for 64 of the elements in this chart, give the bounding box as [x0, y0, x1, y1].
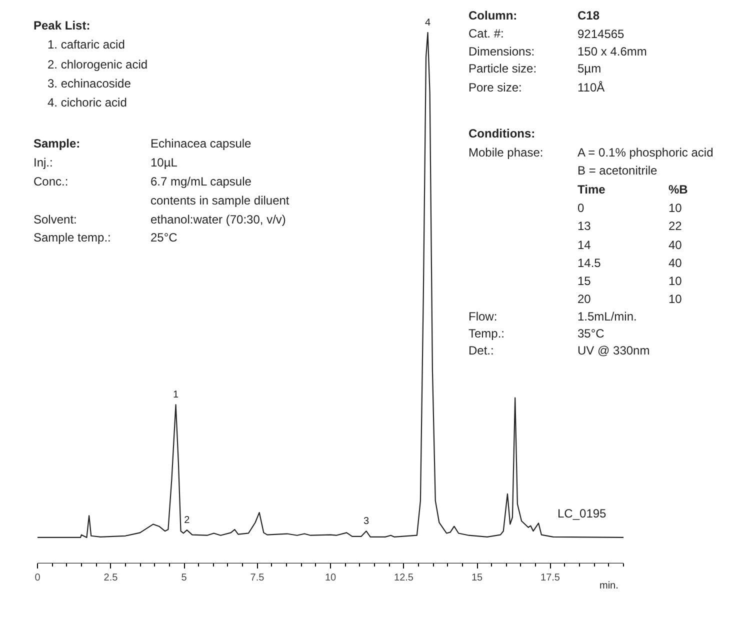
annotation: 9214565: [578, 27, 625, 41]
x-tick-label: 0: [34, 572, 41, 584]
annotation: Flow:: [468, 310, 498, 324]
annotation: Particle size:: [468, 62, 537, 76]
annotation: Peak List:: [34, 18, 90, 32]
annotation: 20: [578, 292, 592, 306]
text: 10: [668, 274, 682, 288]
text: %B: [668, 182, 688, 196]
annotation: 5µm: [578, 62, 602, 76]
x-tick-label: 17.5: [540, 572, 560, 584]
text: 10: [668, 292, 682, 306]
annotation: UV @ 330nm: [578, 344, 650, 358]
annotation: B = acetonitrile: [578, 164, 658, 178]
annotation: Sample temp.:: [34, 230, 111, 244]
annotation: Mobile phase:: [468, 146, 544, 160]
annotation: 35°C: [578, 326, 605, 340]
annotation: 14: [578, 238, 592, 252]
x-tick-label: 15: [471, 572, 483, 584]
x-tick-label: 2.5: [104, 572, 118, 584]
x-tick-label: 10: [324, 572, 336, 584]
text: 40: [668, 256, 682, 270]
annotation: Time: [578, 182, 606, 196]
text: 22: [668, 219, 682, 233]
x-tick-label: 7.5: [250, 572, 265, 584]
annotation: Cat. #:: [468, 26, 504, 40]
annotation: A = 0.1% phosphoric acid: [578, 146, 714, 160]
annotation: Echinacea capsule: [150, 136, 252, 150]
annotation: 2: [184, 515, 190, 526]
annotation: ethanol:water (70:30, v/v): [150, 212, 286, 226]
annotation: 13: [578, 219, 592, 233]
x-tick-label: 5: [181, 572, 188, 584]
annotation: 150 x 4.6mm: [578, 44, 647, 58]
annotation: LC_0195: [558, 506, 607, 520]
annotation: 1.5mL/min.: [578, 310, 637, 324]
annotation: 4. cichoric acid: [48, 96, 127, 110]
annotation: 15: [578, 274, 592, 288]
annotation: 25°C: [150, 230, 178, 244]
annotation: Conditions:: [468, 126, 536, 140]
annotation: 0: [578, 201, 584, 215]
text: 10: [668, 201, 682, 215]
annotation: 10µL: [150, 156, 178, 170]
annotation: Dimensions:: [468, 44, 535, 58]
annotation: 110Å: [578, 80, 605, 94]
text: 40: [668, 238, 682, 252]
text: C18: [578, 8, 600, 22]
annotation: 1. caftaric acid: [48, 38, 125, 52]
annotation: Temp.:: [468, 326, 505, 340]
annotation: Solvent:: [34, 212, 77, 226]
x-tick-label: 12.5: [394, 572, 414, 584]
annotation: 3: [363, 516, 370, 528]
x-axis-title: min.: [600, 580, 618, 592]
annotation: Sample:: [34, 136, 80, 150]
annotation: contents in sample diluent: [150, 194, 290, 208]
annotation: 2. chlorogenic acid: [48, 58, 148, 72]
annotation: Conc.:: [34, 174, 68, 188]
annotation: 4: [424, 18, 431, 28]
annotation: Inj.:: [34, 156, 53, 170]
annotation: Det.:: [468, 344, 494, 358]
text: Column:: [468, 8, 518, 22]
annotation: 14.5: [578, 256, 602, 270]
annotation: 6.7 mg/mL capsule: [150, 174, 252, 188]
annotation: 3. echinacoside: [48, 76, 132, 90]
annotation: Pore size:: [468, 80, 522, 94]
annotation: 1: [173, 390, 180, 401]
